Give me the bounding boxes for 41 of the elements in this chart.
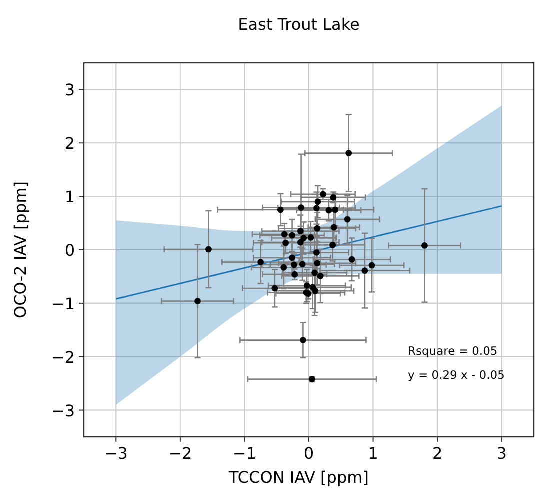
x-tick-label: 2 <box>432 444 443 463</box>
point <box>300 337 306 344</box>
y-tick-label: 0 <box>64 241 75 260</box>
point <box>362 268 368 274</box>
point <box>280 264 288 271</box>
point <box>300 235 308 242</box>
y-tick-label: 1 <box>64 188 75 207</box>
x-tick-label: 0 <box>304 444 314 463</box>
point <box>312 288 319 294</box>
annotation: Rsquare = 0.05 <box>408 344 498 358</box>
point <box>206 246 212 253</box>
point <box>297 228 304 234</box>
y-tick-label: −2 <box>51 348 75 367</box>
point <box>368 262 376 269</box>
point <box>344 216 351 223</box>
y-tick-label: 3 <box>64 80 75 100</box>
point <box>314 260 321 267</box>
point <box>348 256 356 263</box>
point <box>314 198 322 206</box>
point <box>326 207 332 214</box>
y-axis-title: OCO-2 IAV [ppm] <box>11 182 30 318</box>
point <box>346 150 352 156</box>
annotation: y = 0.29 x - 0.05 <box>408 368 505 382</box>
y-tick-label: −1 <box>51 294 75 314</box>
point <box>308 234 314 241</box>
x-axis-title: TCCON IAV [ppm] <box>228 468 369 487</box>
chart-title: East Trout Lake <box>238 15 360 34</box>
line-series <box>115 205 503 300</box>
point <box>317 272 324 280</box>
point <box>422 242 428 249</box>
point <box>258 259 264 266</box>
x-tick-label: −2 <box>168 444 192 463</box>
point <box>194 298 201 304</box>
x-tick-label: −1 <box>232 444 257 463</box>
x-tick-label: 3 <box>496 444 507 463</box>
y-tick-label: 2 <box>64 134 75 154</box>
x-tick-label: 1 <box>368 444 378 463</box>
point <box>289 232 296 239</box>
y-tick-label: −3 <box>51 401 75 420</box>
point <box>314 249 320 256</box>
x-tick-label: −3 <box>104 444 128 463</box>
